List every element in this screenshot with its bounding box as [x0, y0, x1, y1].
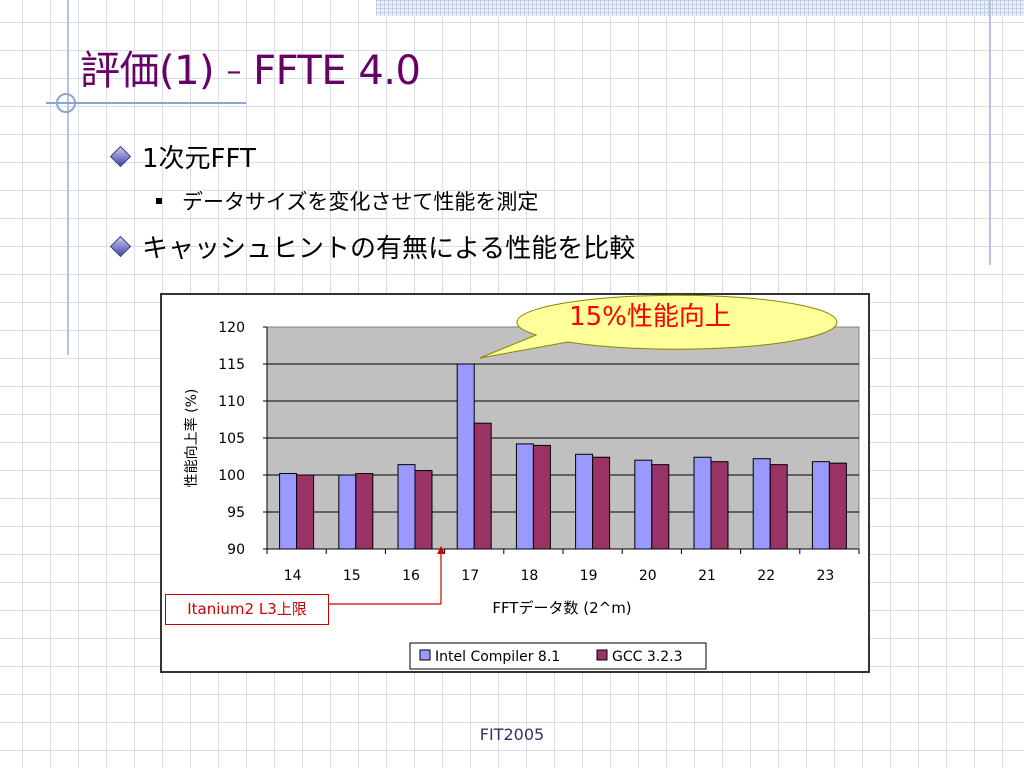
- slide-title: 評価(1) – FFTE 4.0: [80, 38, 421, 96]
- diamond-bullet-icon: [109, 235, 132, 258]
- x-tick-label: 21: [698, 568, 716, 584]
- x-tick-label: 15: [343, 568, 361, 584]
- title-main: 評価(1): [80, 48, 215, 94]
- slide-footer: FIT2005: [479, 725, 545, 744]
- y-tick-label: 120: [218, 320, 245, 336]
- x-tick-label: 18: [520, 568, 538, 584]
- bullet-item-2: キャッシュヒントの有無による性能を比較: [109, 228, 636, 265]
- legend-swatch: [596, 649, 608, 661]
- bar-gcc-18: [532, 444, 551, 550]
- bar-intel-23: [811, 461, 830, 550]
- title-sub: FFTE 4.0: [253, 48, 421, 94]
- title-dash: –: [226, 54, 241, 89]
- bullet-text-2: キャッシュヒントの有無による性能を比較: [142, 234, 636, 264]
- y-tick-label: 105: [218, 431, 245, 447]
- legend-label: GCC 3.2.3: [612, 649, 682, 665]
- callout-text: 15%性能向上: [569, 302, 731, 332]
- bar-gcc-19: [592, 456, 611, 550]
- x-tick-label: 20: [639, 568, 657, 584]
- x-tick-label: 19: [580, 568, 598, 584]
- y-tick-label: 95: [227, 505, 245, 521]
- x-tick-label: 23: [816, 568, 834, 584]
- top-decor-band: [376, 0, 1024, 16]
- y-tick-label: 115: [218, 357, 245, 373]
- bar-gcc-20: [651, 464, 670, 550]
- bar-gcc-16: [414, 470, 433, 550]
- legend-label: Intel Compiler 8.1: [435, 649, 560, 665]
- bar-intel-21: [693, 456, 712, 550]
- x-tick-label: 14: [284, 568, 302, 584]
- sub-bullet-item-1: データサイズを変化させて性能を測定: [156, 186, 538, 216]
- y-tick-label: 100: [218, 468, 245, 484]
- sub-bullet-text-1: データサイズを変化させて性能を測定: [182, 190, 539, 214]
- y-axis-title: 性能向上率 (%): [183, 389, 200, 488]
- bar-intel-17: [456, 363, 475, 550]
- x-tick-label: 22: [757, 568, 775, 584]
- bar-intel-14: [279, 473, 298, 550]
- diamond-bullet-icon: [109, 145, 132, 168]
- bullet-text-1: 1次元FFT: [142, 144, 256, 174]
- bar-intel-20: [634, 459, 653, 550]
- y-tick-label: 110: [218, 394, 245, 410]
- crosshair-icon: [56, 93, 76, 113]
- bullet-item-1: 1次元FFT: [109, 138, 256, 175]
- y-tick-label: 90: [227, 542, 245, 558]
- bar-gcc-14: [296, 474, 315, 550]
- square-bullet-icon: [156, 198, 162, 204]
- title-underline: [46, 102, 246, 104]
- bar-gcc-17: [473, 422, 492, 550]
- bar-intel-15: [338, 474, 357, 550]
- bar-gcc-21: [710, 461, 729, 550]
- l3-limit-annotation: Itanium2 L3上限: [165, 594, 329, 625]
- bar-intel-16: [397, 464, 416, 550]
- left-decor-line: [67, 0, 69, 355]
- bar-intel-19: [575, 453, 594, 550]
- bar-gcc-22: [769, 464, 788, 550]
- legend-swatch: [419, 649, 431, 661]
- chart-legend: [409, 642, 707, 670]
- bar-intel-18: [515, 443, 534, 550]
- bar-intel-22: [752, 458, 771, 550]
- bar-gcc-15: [355, 473, 374, 550]
- x-tick-label: 16: [402, 568, 420, 584]
- bar-gcc-23: [828, 462, 847, 550]
- x-axis-title: FFTデータ数 (2^m): [492, 599, 631, 617]
- right-decor-line: [989, 0, 991, 265]
- bar-chart: 90 95 100 105 110 115 120 14 15 16 17 18 19 20 21 22 23 F…: [183, 320, 860, 670]
- x-tick-label: 17: [461, 568, 479, 584]
